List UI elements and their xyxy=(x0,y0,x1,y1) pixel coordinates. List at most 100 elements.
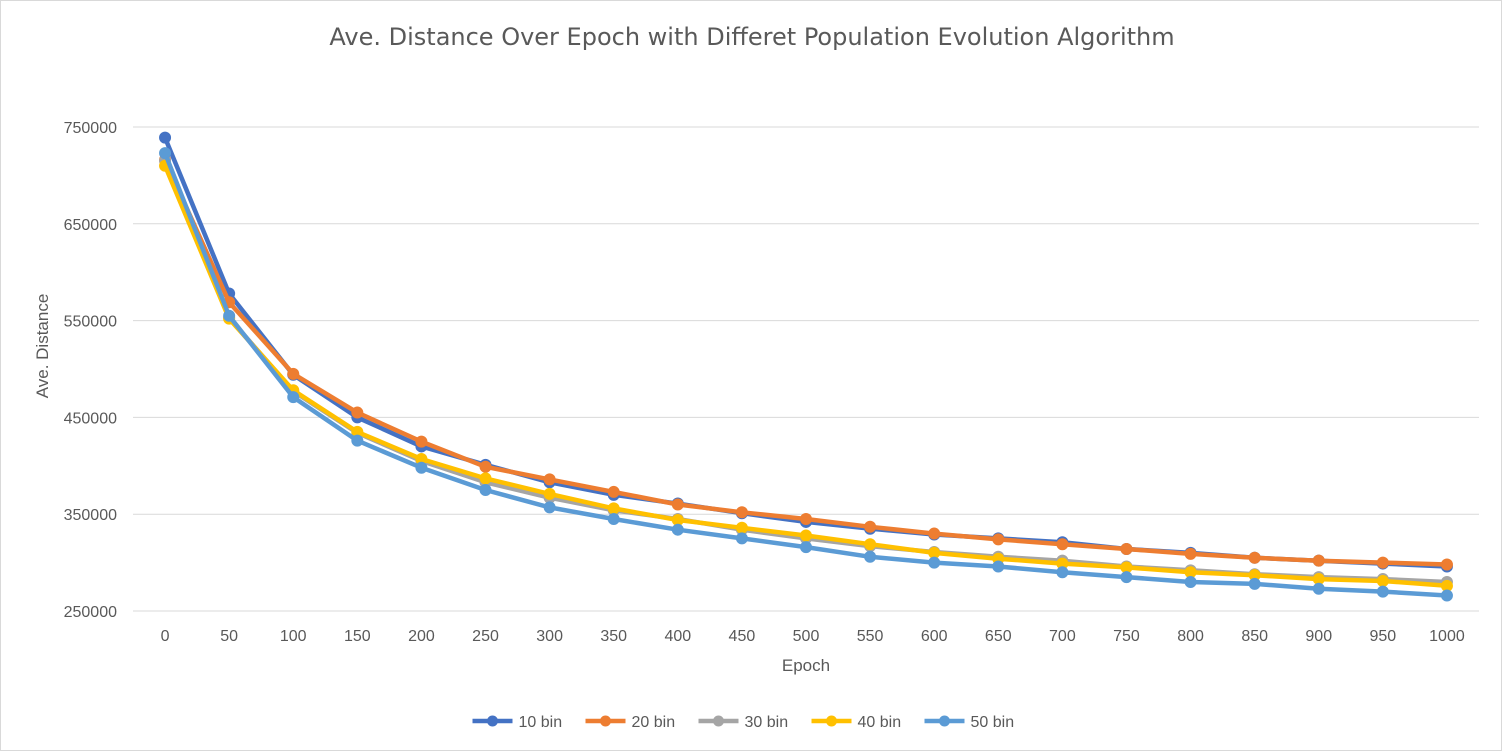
x-tick-label: 750 xyxy=(1113,628,1140,645)
legend-item: 10 bin xyxy=(472,714,562,731)
data-point xyxy=(1184,575,1197,588)
data-point xyxy=(287,367,300,380)
data-point xyxy=(1120,543,1133,556)
data-point xyxy=(1248,551,1261,564)
legend-label: 40 bin xyxy=(858,714,902,731)
x-tick-label: 450 xyxy=(729,628,756,645)
legend-label: 20 bin xyxy=(632,714,676,731)
data-point xyxy=(1312,554,1325,567)
data-point xyxy=(607,513,620,526)
x-axis-ticks: 0 50 100 150 200 250 300 350 400 450 500 550 600 650 7… xyxy=(161,628,1465,645)
x-tick-label: 100 xyxy=(280,628,307,645)
x-tick-label: 950 xyxy=(1370,628,1397,645)
data-point xyxy=(543,473,556,486)
data-point xyxy=(1248,577,1261,590)
data-point xyxy=(1120,571,1133,584)
data-point xyxy=(607,502,620,515)
x-tick-label: 0 xyxy=(161,628,170,645)
data-point xyxy=(543,487,556,500)
series-group xyxy=(159,131,1453,602)
y-tick-label: 250000 xyxy=(64,604,117,621)
legend-swatch-marker xyxy=(826,715,837,727)
x-tick-label: 150 xyxy=(344,628,371,645)
x-tick-label: 50 xyxy=(220,628,238,645)
data-point xyxy=(735,532,748,545)
data-point xyxy=(351,434,364,447)
x-tick-label: 350 xyxy=(600,628,627,645)
x-tick-label: 600 xyxy=(921,628,948,645)
series-line xyxy=(162,150,1450,598)
data-point xyxy=(800,541,812,554)
data-point xyxy=(415,435,428,448)
data-point xyxy=(415,461,428,474)
x-axis-label: Epoch xyxy=(782,656,830,675)
x-tick-label: 900 xyxy=(1305,628,1332,645)
data-point xyxy=(864,538,877,551)
legend-item: 30 bin xyxy=(698,714,789,731)
data-point xyxy=(351,406,364,419)
x-tick-label: 700 xyxy=(1049,628,1076,645)
data-point xyxy=(864,520,877,533)
x-tick-label: 250 xyxy=(472,628,499,645)
x-tick-label: 200 xyxy=(408,628,435,645)
legend-label: 30 bin xyxy=(745,714,789,731)
legend: 10 bin 20 bin 30 bin 40 bin 50 bin xyxy=(472,714,1015,731)
data-point xyxy=(479,472,492,485)
x-tick-label: 1000 xyxy=(1429,628,1465,645)
y-axis-label: Ave. Distance xyxy=(33,294,52,399)
x-tick-label: 300 xyxy=(536,628,563,645)
legend-swatch-marker xyxy=(713,715,724,727)
data-point xyxy=(1184,547,1197,560)
data-point xyxy=(864,550,877,563)
x-tick-label: 800 xyxy=(1177,628,1204,645)
data-point xyxy=(992,533,1005,546)
data-point xyxy=(800,529,812,542)
legend-item: 50 bin xyxy=(924,714,1015,731)
series-line xyxy=(162,157,1450,567)
legend-label: 50 bin xyxy=(971,714,1015,731)
y-tick-label: 350000 xyxy=(64,507,117,524)
data-point xyxy=(671,523,684,536)
data-point xyxy=(607,485,620,498)
series-10-bin xyxy=(159,131,1453,573)
data-point xyxy=(928,527,941,540)
legend-swatch-marker xyxy=(600,715,611,727)
legend-swatch-marker xyxy=(939,715,950,727)
data-point xyxy=(159,147,172,160)
x-tick-label: 400 xyxy=(664,628,691,645)
y-tick-label: 750000 xyxy=(64,120,117,137)
data-point xyxy=(1056,538,1069,551)
data-point xyxy=(1376,585,1389,598)
x-tick-label: 550 xyxy=(857,628,884,645)
data-point xyxy=(159,131,172,144)
data-point xyxy=(800,513,812,526)
legend-item: 20 bin xyxy=(585,714,676,731)
data-point xyxy=(479,484,492,496)
y-tick-label: 450000 xyxy=(64,410,117,427)
data-point xyxy=(1312,582,1325,595)
data-point xyxy=(543,501,556,514)
data-point xyxy=(671,498,684,511)
data-point xyxy=(1376,556,1389,569)
data-point xyxy=(735,506,748,519)
data-point xyxy=(735,521,748,534)
data-point xyxy=(1056,566,1069,579)
series-20-bin xyxy=(159,153,1453,571)
series-line xyxy=(162,135,1450,569)
x-tick-label: 500 xyxy=(793,628,820,645)
series-50-bin xyxy=(159,147,1453,602)
data-point xyxy=(928,556,941,569)
x-tick-label: 850 xyxy=(1241,628,1268,645)
data-point xyxy=(1440,589,1453,602)
legend-item: 40 bin xyxy=(811,714,902,731)
data-point xyxy=(1376,574,1389,587)
y-axis-ticks: 750000 650000 550000 450000 350000 250000 xyxy=(64,120,117,621)
data-point xyxy=(223,309,236,322)
data-point xyxy=(1440,558,1453,571)
data-point xyxy=(992,560,1005,573)
y-tick-label: 550000 xyxy=(64,314,117,331)
chart-title: Ave. Distance Over Epoch with Differet P… xyxy=(329,23,1174,51)
x-tick-label: 650 xyxy=(985,628,1012,645)
